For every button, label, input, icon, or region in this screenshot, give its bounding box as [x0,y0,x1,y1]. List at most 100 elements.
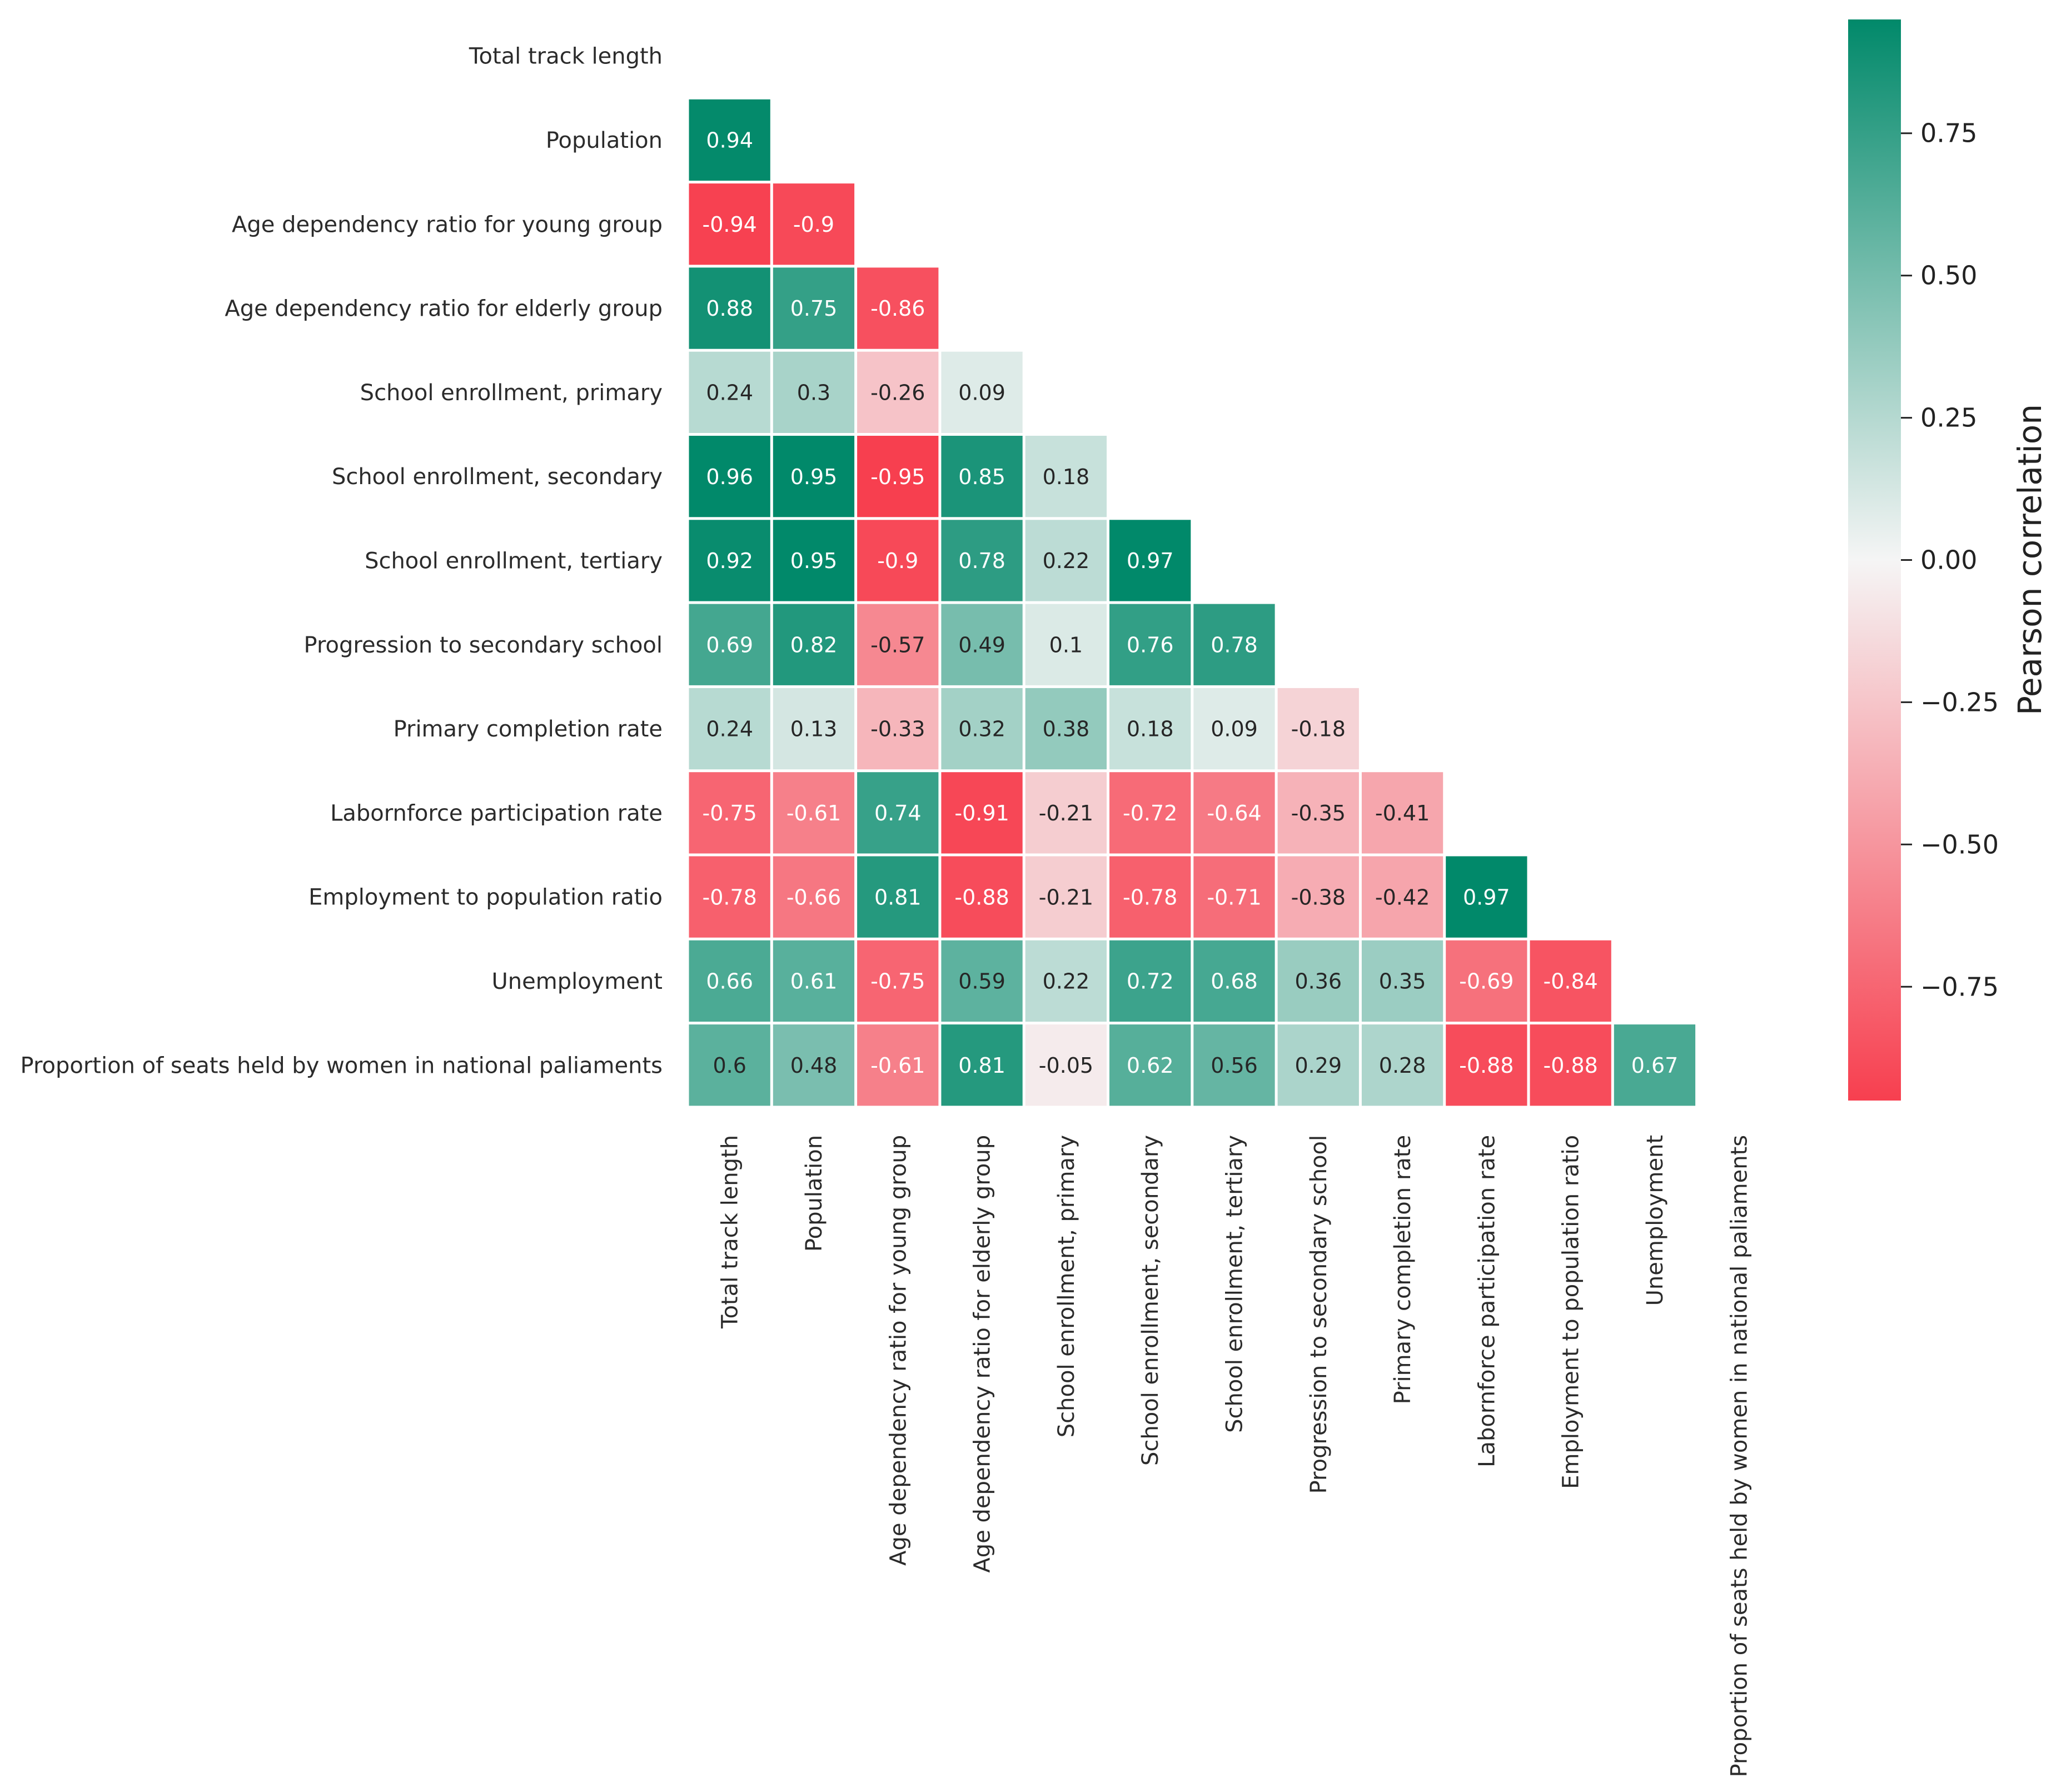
heatmap-cell-rect [689,856,770,938]
heatmap-cell-value: 0.22 [1043,549,1090,573]
colorbar-tick: −0.75 [1901,972,1999,1002]
colorbar-tick-label: 0.75 [1920,118,1977,148]
heatmap-cell-value: 0.18 [1127,717,1174,741]
x-tick-label: Proportion of seats held by women in nat… [1726,1135,1752,1777]
x-tick-label: Progression to secondary school [1306,1135,1332,1494]
heatmap-cell-rect [689,940,770,1022]
heatmap-cell-value: -0.41 [1375,801,1430,825]
heatmap-cell: -0.95 [857,436,939,517]
heatmap-cell-value: 0.81 [874,885,922,909]
colorbar-tick: −0.50 [1901,829,1999,859]
heatmap-cell-value: -0.88 [1544,1053,1598,1078]
heatmap-cell: 0.94 [689,99,770,181]
heatmap-cell-rect [689,99,770,181]
colorbar-tick-label: 0.25 [1920,403,1977,433]
colorbar: −0.75 −0.50 −0.25 0.00 0.25 0.50 0.75 Pearson … [1848,19,2049,1101]
heatmap-cell: 0.68 [1193,940,1275,1022]
heatmap-cell-rect [1025,940,1107,1022]
colorbar-tick: −0.25 [1901,687,1999,717]
heatmap-cell-value: 0.13 [790,717,838,741]
heatmap-cell-rect [857,1024,939,1106]
heatmap-cell: 0.85 [941,436,1023,517]
x-tick-label: School enrollment, secondary [1138,1135,1163,1466]
heatmap-cell: 0.61 [773,940,855,1022]
colorbar-tick-label: −0.25 [1920,687,1999,717]
heatmap-cell-rect [1025,856,1107,938]
x-tick-label: Total track length [718,1135,743,1329]
heatmap-cell-rect [857,772,939,854]
x-tick-label: Primary completion rate [1390,1135,1416,1404]
heatmap-cell-value: -0.9 [877,549,918,573]
colorbar-tick-label: 0.50 [1920,261,1977,291]
heatmap-cell: -0.91 [941,772,1023,854]
heatmap-cell-rect [773,267,855,349]
heatmap-cell-rect [689,183,770,265]
heatmap-cell-rect [689,1024,770,1106]
heatmap-cell-value: 0.49 [958,633,1005,657]
heatmap-cell-value: 0.97 [1127,549,1174,573]
y-tick-label: Unemployment [492,969,663,994]
heatmap-cell: -0.21 [1025,772,1107,854]
heatmap-cell-rect [689,604,770,685]
heatmap-cell-rect [1361,1024,1443,1106]
heatmap-cell-rect [1277,940,1359,1022]
heatmap-cell-rect [1614,1024,1696,1106]
heatmap-cell-value: 0.94 [706,128,753,153]
heatmap-cell: 0.48 [773,1024,855,1106]
heatmap-cell: -0.41 [1361,772,1443,854]
heatmap-cell: 0.97 [1109,520,1191,601]
heatmap-cell-value: 0.85 [958,465,1005,489]
heatmap-cell: 0.95 [773,520,855,601]
colorbar-tick: 0.00 [1901,545,1977,575]
heatmap-cell-value: 0.28 [1379,1053,1426,1078]
heatmap-cell-value: 0.09 [958,381,1005,405]
heatmap-cell-rect [773,520,855,601]
heatmap-cell: 0.56 [1193,1024,1275,1106]
heatmap-cell-rect [941,940,1023,1022]
heatmap-cell-rect [941,436,1023,517]
heatmap-cell-value: 0.22 [1043,969,1090,994]
y-axis-tick-labels: Total track length Population Age dependen… [21,44,663,1079]
heatmap-cell-value: 0.95 [790,549,838,573]
heatmap-cell-rect [773,1024,855,1106]
heatmap-cell: 0.78 [941,520,1023,601]
heatmap-cell-value: 0.75 [790,296,838,321]
heatmap-cell-value: -0.94 [703,212,757,237]
heatmap-cell-value: -0.21 [1039,801,1093,825]
heatmap-cell: 0.97 [1446,856,1527,938]
heatmap-cell-rect [857,520,939,601]
heatmap-cell-value: 0.35 [1379,969,1426,994]
x-tick-label: Age dependency ratio for elderly group [970,1135,995,1573]
x-tick-label: Age dependency ratio for young group [885,1135,911,1566]
heatmap-cell-rect [857,604,939,685]
heatmap-cell-rect [1109,688,1191,770]
heatmap-cell-value: 0.62 [1127,1053,1174,1078]
heatmap-cell-rect [941,688,1023,770]
heatmap-cell-value: -0.33 [870,717,925,741]
heatmap-cell-value: 0.78 [1211,633,1258,657]
x-tick-label: Unemployment [1642,1135,1668,1306]
heatmap-cell-value: 0.97 [1463,885,1510,909]
heatmap-cell-value: -0.9 [793,212,834,237]
heatmap-cell: -0.75 [857,940,939,1022]
heatmap-cell: -0.72 [1109,772,1191,854]
heatmap-cell: 0.81 [857,856,939,938]
heatmap-cell: 0.36 [1277,940,1359,1022]
heatmap-cell-value: -0.78 [703,885,757,909]
heatmap-cell: -0.61 [773,772,855,854]
y-tick-label: Age dependency ratio for young group [232,212,663,237]
heatmap-cell-value: 0.24 [706,717,753,741]
heatmap-cell-rect [857,267,939,349]
heatmap-cell: 0.81 [941,1024,1023,1106]
colorbar-tick: 0.75 [1901,118,1977,148]
heatmap-cell-rect [773,688,855,770]
heatmap-cell-value: 0.59 [958,969,1005,994]
heatmap-cell-value: 0.66 [706,969,753,994]
heatmap-cell-rect [941,520,1023,601]
heatmap-cell-rect [1277,1024,1359,1106]
y-tick-label: Employment to population ratio [308,885,663,910]
heatmap-cell-rect [689,267,770,349]
heatmap-cell: 0.22 [1025,940,1107,1022]
heatmap-cell-value: 0.78 [958,549,1005,573]
